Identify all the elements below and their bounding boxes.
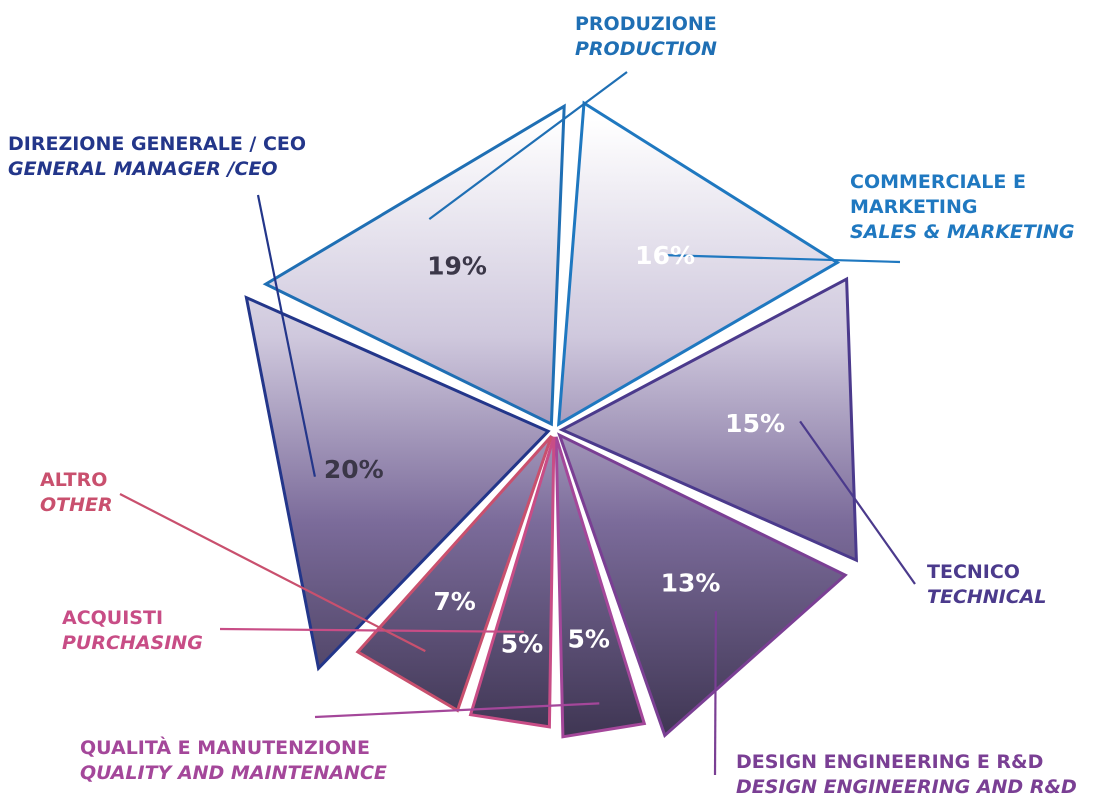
label-sales: COMMERCIALE E MARKETING SALES & MARKETIN… (850, 170, 1074, 245)
slice-quality (554, 436, 647, 739)
leader-line-sales (665, 254, 901, 264)
slice-ceo (244, 295, 551, 672)
label-design-it: DESIGN ENGINEERING E R&D (736, 751, 1044, 773)
leader-line-design (713, 611, 718, 776)
leader-line-purchasing (219, 627, 524, 633)
leader-line-ceo (256, 194, 316, 477)
label-purchasing: ACQUISTI PURCHASING (62, 606, 203, 656)
label-sales-it-line2: MARKETING (850, 196, 978, 218)
slice-value-ceo: 20% (324, 455, 384, 484)
slice-value-other: 7% (433, 587, 475, 616)
label-ceo-en: GENERAL MANAGER /CEO (8, 158, 278, 180)
label-production-en: PRODUCTION (575, 38, 717, 60)
slice-value-design: 13% (661, 569, 721, 598)
label-sales-en: SALES & MARKETING (850, 221, 1075, 243)
label-production: PRODUZIONE PRODUCTION (575, 12, 717, 62)
label-quality-it: QUALITÀ E MANUTENZIONE (80, 737, 370, 759)
slice-value-production: 19% (427, 252, 487, 281)
slice-value-technical: 15% (725, 409, 785, 438)
label-other: ALTRO OTHER (40, 468, 113, 518)
label-technical-it: TECNICO (927, 561, 1020, 583)
label-technical: TECNICO TECHNICAL (927, 560, 1047, 610)
slice-value-purchasing: 5% (501, 629, 543, 658)
label-quality-en: QUALITY AND MAINTENANCE (80, 762, 387, 784)
label-ceo: DIREZIONE GENERALE / CEO GENERAL MANAGER… (8, 132, 306, 182)
slice-value-quality: 5% (567, 624, 609, 653)
label-design-en: DESIGN ENGINEERING AND R&D (736, 776, 1077, 798)
label-technical-en: TECHNICAL (927, 586, 1047, 608)
label-production-it: PRODUZIONE (575, 13, 717, 35)
slice-design (556, 432, 848, 739)
label-quality: QUALITÀ E MANUTENZIONE QUALITY AND MAINT… (80, 736, 387, 786)
label-other-it: ALTRO (40, 469, 108, 491)
slice-sales (556, 100, 841, 427)
slice-production (262, 103, 566, 427)
leader-line-production (428, 71, 628, 220)
label-purchasing-it: ACQUISTI (62, 607, 164, 629)
leader-line-other (119, 493, 426, 653)
label-sales-it-line1: COMMERCIALE E (850, 171, 1026, 193)
label-other-en: OTHER (40, 494, 113, 516)
slice-value-sales: 16% (635, 241, 695, 270)
leader-line-technical (799, 420, 916, 585)
slice-technical (558, 276, 858, 563)
label-ceo-it: DIREZIONE GENERALE / CEO (8, 133, 307, 155)
leader-line-quality (314, 702, 600, 719)
slice-purchasing (468, 436, 556, 729)
label-purchasing-en: PURCHASING (62, 632, 203, 654)
label-design: DESIGN ENGINEERING E R&D DESIGN ENGINEER… (736, 750, 1077, 800)
